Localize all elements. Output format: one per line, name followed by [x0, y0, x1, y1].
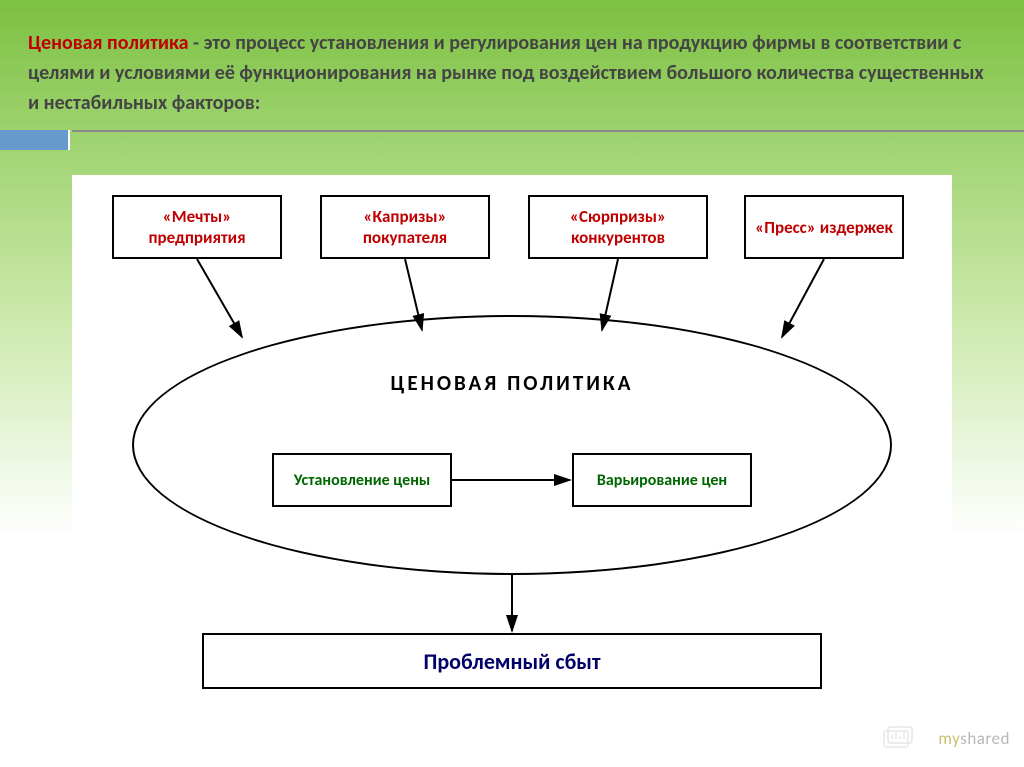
- watermark-rest: shared: [960, 728, 1010, 749]
- bottom-box-sales: Проблемный сбыт: [202, 633, 822, 689]
- title-lead: Ценовая политика: [28, 31, 189, 55]
- factor-box-whims: «Капризы» покупателя: [320, 195, 490, 259]
- watermark-prefix: my: [938, 728, 960, 749]
- factor-box-dreams: «Мечты» предприятия: [112, 195, 282, 259]
- bottom-label: Проблемный сбыт: [423, 648, 600, 675]
- factor-label: «Капризы» покупателя: [328, 206, 482, 248]
- factor-label: «Пресс» издержек: [755, 217, 893, 238]
- inner-box-vary-price: Варьирование цен: [572, 453, 752, 507]
- factor-label: «Сюрпризы» конкурентов: [536, 206, 700, 248]
- inner-label: Варьирование цен: [597, 471, 727, 490]
- center-title: ЦЕНОВАЯ ПОЛИТИКА: [72, 370, 952, 396]
- pricing-diagram: «Мечты» предприятия «Капризы» покупателя…: [72, 175, 952, 705]
- inner-label: Установление цены: [294, 471, 431, 490]
- factor-label: «Мечты» предприятия: [120, 206, 274, 248]
- accent-bar: [0, 130, 70, 150]
- divider-line: [72, 130, 1024, 150]
- watermark-text: myshared: [938, 728, 1010, 749]
- watermark-icon: [882, 725, 914, 751]
- factor-box-press: «Пресс» издержек: [744, 195, 904, 259]
- factor-box-surprises: «Сюрпризы» конкурентов: [528, 195, 708, 259]
- inner-box-set-price: Установление цены: [272, 453, 452, 507]
- slide-title: Ценовая политика - это процесс установле…: [28, 28, 984, 118]
